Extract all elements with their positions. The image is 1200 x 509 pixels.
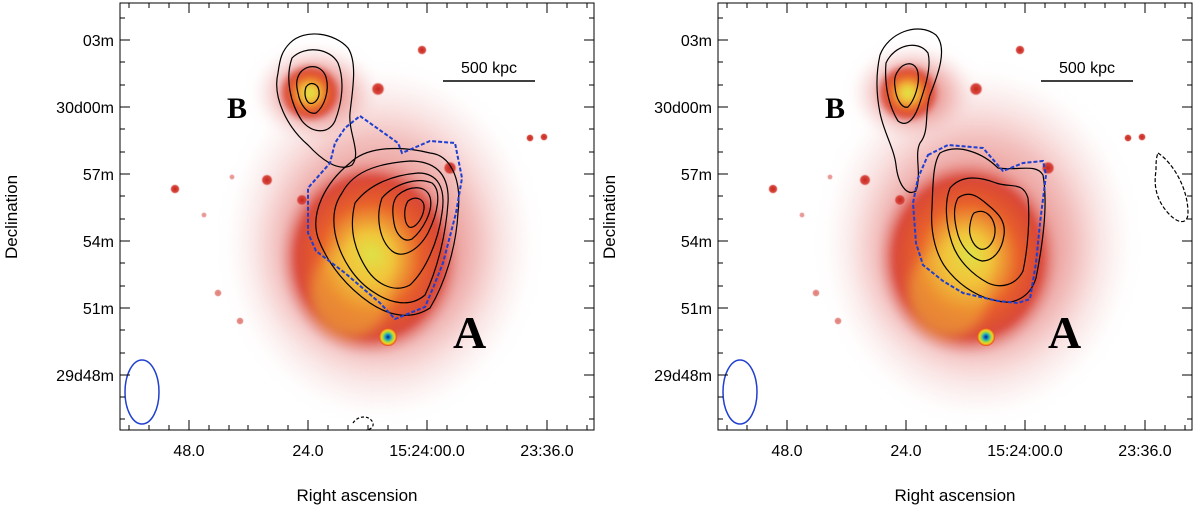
left-xray-image bbox=[125, 45, 548, 424]
left-y-tick-label: 54m bbox=[83, 234, 114, 251]
right-xray-image bbox=[723, 45, 1146, 424]
left-y-tick-labels: 03m 30d00m 57m 54m 51m 29d48m bbox=[56, 33, 114, 385]
left-x-axis-title: Right ascension bbox=[297, 486, 418, 505]
right-scale-label: 500 kpc bbox=[1059, 60, 1115, 77]
right-label-b: B bbox=[825, 92, 845, 125]
left-x-tick-label: 23:36.0 bbox=[520, 443, 573, 460]
right-radio-contours bbox=[876, 28, 1189, 303]
left-x-tick-label: 48.0 bbox=[173, 443, 204, 460]
right-y-tick-label: 03m bbox=[681, 33, 712, 50]
left-region-outline bbox=[307, 114, 464, 321]
right-y-tick-label: 54m bbox=[681, 234, 712, 251]
right-x-tick-label: 23:36.0 bbox=[1118, 443, 1171, 460]
left-x-tick-label: 15:24:00.0 bbox=[389, 443, 465, 460]
left-radio-contours bbox=[276, 33, 460, 431]
left-label-a: A bbox=[453, 307, 486, 358]
left-y-axis-title: Declination bbox=[2, 175, 21, 259]
left-y-tick-label: 30d00m bbox=[56, 100, 114, 117]
right-region-outline bbox=[911, 143, 1048, 305]
right-y-tick-label: 57m bbox=[681, 167, 712, 184]
right-x-tick-label: 15:24:00.0 bbox=[987, 443, 1063, 460]
right-x-tick-label: 48.0 bbox=[771, 443, 802, 460]
right-y-tick-label: 30d00m bbox=[654, 100, 712, 117]
right-x-axis-title: Right ascension bbox=[895, 486, 1016, 505]
left-x-tick-labels: 48.0 24.0 15:24:00.0 23:36.0 bbox=[173, 443, 573, 460]
left-y-tick-label: 57m bbox=[83, 167, 114, 184]
left-x-tick-label: 24.0 bbox=[292, 443, 323, 460]
left-y-tick-label: 29d48m bbox=[56, 368, 114, 385]
right-x-tick-label: 24.0 bbox=[890, 443, 921, 460]
right-y-tick-labels: 03m 30d00m 57m 54m 51m 29d48m bbox=[654, 33, 712, 385]
right-y-axis-title: Declination bbox=[600, 175, 619, 259]
right-panel: 500 kpc B A 03m 30d00m 57m 54m 51m 29d48… bbox=[600, 2, 1193, 505]
left-y-tick-label: 03m bbox=[83, 33, 114, 50]
left-y-tick-label: 51m bbox=[83, 301, 114, 318]
right-x-tick-labels: 48.0 24.0 15:24:00.0 23:36.0 bbox=[771, 443, 1171, 460]
left-panel: 500 kpc B A 03m 30d00m 57m 54m 51m 29d48… bbox=[2, 2, 595, 505]
right-y-tick-label: 29d48m bbox=[654, 368, 712, 385]
right-y-tick-label: 51m bbox=[681, 301, 712, 318]
left-scale-label: 500 kpc bbox=[461, 60, 517, 77]
right-label-a: A bbox=[1048, 307, 1081, 358]
left-label-b: B bbox=[227, 92, 247, 125]
